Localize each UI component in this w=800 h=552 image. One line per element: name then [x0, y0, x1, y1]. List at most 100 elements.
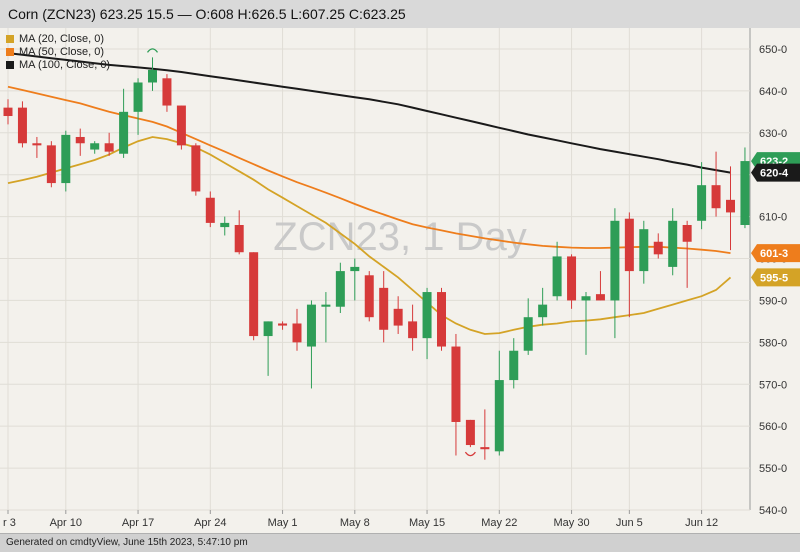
candle[interactable]	[263, 321, 273, 376]
legend-label: MA (100, Close, 0)	[19, 58, 111, 71]
candle[interactable]	[364, 271, 374, 322]
candle-body	[75, 136, 85, 144]
candle-body	[133, 82, 143, 112]
candle[interactable]	[133, 78, 143, 135]
candle[interactable]	[321, 292, 331, 343]
candle-body	[205, 197, 215, 223]
candle[interactable]	[90, 141, 100, 154]
candle-body	[711, 185, 721, 209]
candle[interactable]	[61, 130, 71, 192]
candle[interactable]	[292, 308, 302, 351]
legend: MA (20, Close, 0) MA (50, Close, 0) MA (10…	[6, 32, 110, 71]
legend-swatch	[6, 34, 14, 43]
candle[interactable]	[379, 271, 389, 343]
candle[interactable]	[75, 128, 85, 156]
candle-body	[148, 69, 157, 83]
candle[interactable]	[494, 350, 504, 456]
legend-item[interactable]: MA (100, Close, 0)	[6, 58, 110, 71]
candle[interactable]	[46, 141, 56, 188]
candle-body	[552, 256, 562, 297]
generated-timestamp: Generated on cmdtyView, June 15th 2023, …	[6, 537, 248, 548]
candle[interactable]	[162, 74, 172, 112]
x-tick-label: May 1	[268, 517, 298, 529]
price-tag-bg	[751, 163, 800, 182]
candle[interactable]	[234, 210, 244, 255]
candle[interactable]	[422, 287, 432, 360]
price-tag-label: 601-3	[760, 248, 788, 260]
candle[interactable]	[740, 147, 750, 229]
candle[interactable]	[393, 296, 403, 334]
price-tag: 620-4	[751, 163, 800, 182]
price-chart[interactable]: 650-0640-0630-0620-0610-0600-0590-0580-0…	[0, 28, 800, 533]
candle[interactable]	[17, 101, 27, 148]
candle-body	[104, 143, 114, 152]
candle[interactable]	[480, 409, 490, 460]
candle[interactable]	[104, 132, 114, 156]
y-tick-label: 560-0	[759, 421, 787, 433]
candle[interactable]	[205, 191, 215, 228]
x-tick-label: r 3	[3, 517, 16, 529]
candle[interactable]	[682, 220, 692, 288]
candle[interactable]	[610, 208, 620, 339]
candle[interactable]	[350, 258, 360, 301]
y-tick-label: 540-0	[759, 505, 787, 517]
candle[interactable]	[451, 333, 461, 456]
candle[interactable]	[220, 216, 230, 236]
candle[interactable]	[581, 292, 591, 355]
candle[interactable]	[335, 262, 345, 314]
x-tick-label: May 30	[554, 517, 590, 529]
candle-body	[162, 78, 172, 106]
y-tick-label: 650-0	[759, 44, 787, 56]
candle[interactable]	[3, 99, 13, 125]
candle[interactable]	[567, 254, 577, 309]
candle[interactable]	[509, 338, 519, 389]
candle-body	[90, 143, 100, 150]
ma-line	[7, 52, 731, 174]
candle[interactable]	[624, 212, 634, 318]
candle[interactable]	[552, 241, 562, 301]
candle[interactable]	[148, 57, 157, 91]
candle[interactable]	[249, 252, 259, 341]
candle[interactable]	[32, 136, 42, 158]
candle[interactable]	[278, 321, 288, 330]
legend-item[interactable]: MA (20, Close, 0)	[6, 32, 110, 45]
candle[interactable]	[668, 208, 678, 276]
candle[interactable]	[697, 162, 707, 230]
candle-body	[350, 266, 360, 272]
legend-item[interactable]: MA (50, Close, 0)	[6, 45, 110, 58]
candle[interactable]	[437, 287, 446, 351]
candle[interactable]	[523, 298, 533, 355]
legend-label: MA (50, Close, 0)	[19, 45, 104, 58]
price-tag-label: 620-4	[760, 168, 789, 180]
price-tag: 595-5	[751, 268, 800, 287]
candle-body	[61, 134, 71, 184]
footer-bar: Generated on cmdtyView, June 15th 2023, …	[0, 533, 800, 552]
candle[interactable]	[176, 105, 186, 150]
candle-body	[668, 220, 678, 267]
candle-body	[46, 145, 56, 184]
x-tick-label: May 15	[409, 517, 445, 529]
candle[interactable]	[653, 233, 663, 259]
x-tick-label: Jun 5	[616, 517, 643, 529]
candle[interactable]	[595, 271, 605, 301]
candle[interactable]	[191, 143, 201, 196]
candle-body	[379, 287, 389, 330]
candle-body	[639, 229, 649, 272]
candle-body	[610, 220, 620, 301]
candle-body	[191, 145, 201, 192]
candle[interactable]	[408, 304, 418, 351]
candle[interactable]	[538, 287, 548, 326]
candle[interactable]	[726, 166, 735, 251]
candle[interactable]	[711, 151, 721, 217]
candle-body	[306, 304, 316, 347]
candle-body	[292, 323, 302, 343]
watermark: ZCN23, 1 Day	[273, 215, 526, 259]
candle[interactable]	[639, 220, 649, 284]
candle-body	[682, 224, 692, 242]
x-tick-label: May 22	[481, 517, 517, 529]
candle[interactable]	[306, 300, 316, 389]
candle[interactable]	[119, 88, 129, 158]
candle-body	[480, 447, 490, 450]
price-tag-bg	[751, 268, 800, 287]
candle[interactable]	[465, 419, 475, 448]
